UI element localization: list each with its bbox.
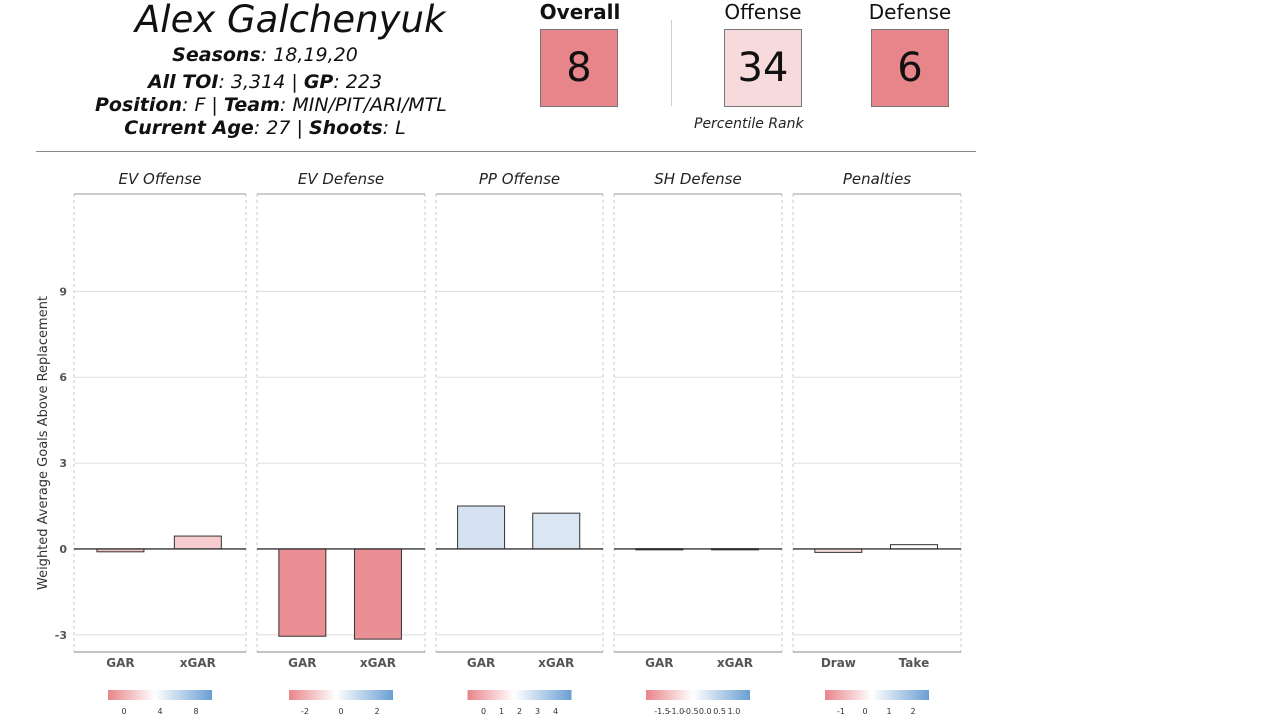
panel-title: SH Defense	[654, 170, 741, 188]
seasons-line: Seasons: 18,19,20	[172, 44, 358, 66]
y-tick-label: -3	[55, 629, 67, 642]
colorbar-tick-label: 2	[517, 707, 522, 716]
colorbar	[646, 690, 750, 700]
percentile-rank-label: Percentile Rank	[694, 116, 804, 132]
panel-penalties: Penalties Draw Take -1 0 1 2	[792, 170, 962, 716]
x-tick-label: Draw	[821, 656, 856, 670]
y-axis-label: Weighted Average Goals Above Replacement	[36, 296, 51, 590]
toi-value: 3,314	[230, 71, 286, 93]
defense-score-box: 6	[871, 29, 949, 107]
bar	[173, 535, 222, 550]
colorbar-tick-label: 4	[553, 707, 558, 716]
colorbar-tick-label: 2	[374, 707, 379, 716]
bar	[353, 548, 402, 640]
colorbar	[108, 690, 212, 700]
x-tick-label: xGAR	[360, 656, 396, 670]
colorbar-tick-label: 2	[910, 707, 915, 716]
x-tick-label: xGAR	[538, 656, 574, 670]
colorbar-tick-label: 4	[157, 707, 162, 716]
position-value: F	[194, 94, 206, 116]
colorbar-tick-label: -1.5	[654, 707, 670, 716]
age-label: Current Age	[124, 117, 254, 139]
colorbar-tick-label: -1.0	[669, 707, 685, 716]
y-tick-label: 3	[59, 457, 67, 470]
seasons-label: Seasons	[172, 44, 261, 66]
panel-title: Penalties	[843, 170, 911, 188]
colorbar-tick-label: 3	[535, 707, 540, 716]
colorbar-tick-label: -2	[301, 707, 309, 716]
bar	[457, 505, 506, 550]
colorbar-tick-label: -1	[837, 707, 845, 716]
colorbar-tick-label: 1	[499, 707, 504, 716]
offense-score-box: 34	[724, 29, 802, 107]
toi-label: All TOI	[147, 71, 219, 93]
bar	[278, 548, 327, 637]
colorbar	[825, 690, 929, 700]
x-tick-label: GAR	[106, 656, 134, 670]
shoots-value: L	[395, 117, 406, 139]
overall-score-box: 8	[540, 29, 618, 107]
x-tick-label: xGAR	[717, 656, 753, 670]
toi-gp-line: All TOI: 3,314 | GP: 223	[147, 71, 383, 93]
colorbar-tick-label: 0	[338, 707, 343, 716]
defense-label: Defense	[868, 0, 952, 24]
panel-title: EV Defense	[298, 170, 384, 188]
colorbar	[289, 690, 393, 700]
age-shoots-line: Current Age: 27 | Shoots: L	[124, 117, 406, 139]
panel-ev-offense: EV Offense GAR xGAR 0 4 8	[73, 170, 247, 716]
y-tick-label: 0	[59, 543, 67, 556]
colorbar-tick-label: 0	[121, 707, 126, 716]
colorbar-tick-label: 0.5	[713, 707, 726, 716]
colorbar-tick-label: 8	[193, 707, 198, 716]
shoots-label: Shoots	[308, 117, 383, 139]
colorbar-tick-label: 1.0	[728, 707, 741, 716]
panel-sh-defense: SH Defense GAR xGAR -1.5-1.0-0.5 0.0 0.5 1.0	[613, 170, 783, 716]
colorbar-tick-label: 0	[862, 707, 867, 716]
x-tick-label: GAR	[467, 656, 495, 670]
panel-ev-defense: EV Defense GAR xGAR -2 0 2	[256, 170, 426, 716]
y-tick-label: 6	[59, 371, 67, 384]
colorbar-tick-label: 0.0	[699, 707, 712, 716]
score-divider	[671, 20, 672, 106]
colorbar	[467, 690, 572, 700]
panel-pp-offense: PP Offense GAR xGAR 0 1 2 3 4	[435, 170, 604, 716]
overall-label: Overall	[539, 0, 621, 24]
position-label: Position	[95, 94, 182, 116]
colorbar-tick-label: 0	[481, 707, 486, 716]
x-tick-label: Take	[899, 656, 930, 670]
player-name: Alex Galchenyuk	[135, 0, 446, 41]
x-tick-label: GAR	[288, 656, 316, 670]
age-value: 27	[266, 117, 291, 139]
header-divider	[36, 151, 976, 152]
x-tick-label: xGAR	[180, 656, 216, 670]
panel-title: PP Offense	[479, 170, 560, 188]
y-tick-label: 9	[59, 285, 67, 298]
x-tick-label: GAR	[645, 656, 673, 670]
colorbar-tick-label: -0.5	[683, 707, 699, 716]
colorbar-tick-label: 1	[886, 707, 891, 716]
team-label: Team	[223, 94, 280, 116]
panel-title: EV Offense	[119, 170, 202, 188]
gp-value: 223	[345, 71, 383, 93]
offense-label: Offense	[724, 0, 802, 24]
seasons-value: 18,19,20	[273, 44, 358, 66]
position-team-line: Position: F | Team: MIN/PIT/ARI/MTL	[95, 94, 447, 116]
bar	[532, 512, 581, 550]
gp-label: GP	[303, 71, 334, 93]
team-value: MIN/PIT/ARI/MTL	[292, 94, 447, 116]
